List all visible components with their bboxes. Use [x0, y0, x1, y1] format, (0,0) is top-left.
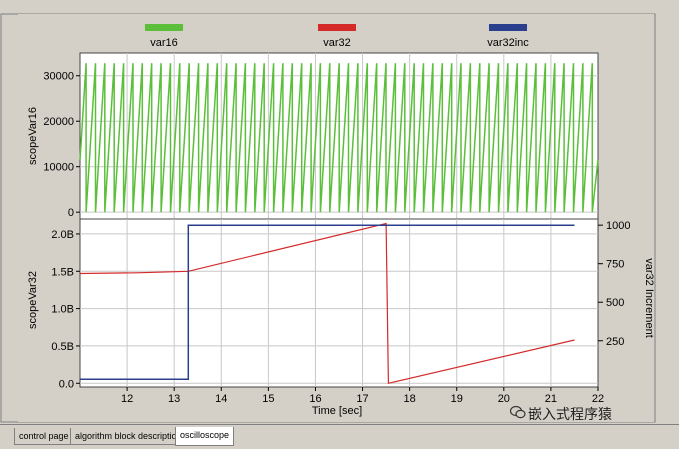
legend-label-var16: var16 [150, 37, 178, 49]
bottom-series [79, 222, 575, 385]
bottom-plot-area [79, 218, 599, 388]
tab-control-page[interactable]: control page [14, 428, 74, 445]
top-y-tick-label: 30000 [43, 71, 74, 83]
right-y-tick-label: 250 [606, 336, 624, 348]
x-tick-label: 21 [545, 393, 557, 405]
x-tick-label: 16 [309, 393, 321, 405]
top-y-axis-label: scopeVar16 [27, 107, 39, 165]
left-y-tick-label: 1.0B [51, 304, 74, 316]
bottom-y-ticks-right: 250 500 750 1000 [598, 220, 630, 348]
x-tick-label: 19 [451, 393, 463, 405]
top-series [79, 63, 599, 213]
x-tick-label: 20 [498, 393, 510, 405]
watermark-text: 嵌入式程序猿 [528, 407, 612, 423]
left-y-tick-label: 0.5B [51, 341, 74, 353]
top-y-tick-label: 0 [68, 207, 74, 219]
x-tick-label: 22 [592, 393, 604, 405]
oscilloscope-chart: var16 var32 var32inc 0 10000 20000 30000 scop… [0, 13, 656, 423]
legend-label-var32inc: var32inc [487, 37, 529, 49]
legend: var16 var32 var32inc [145, 24, 529, 49]
x-axis-label: Time [sec] [312, 405, 362, 417]
right-y-tick-label: 1000 [606, 220, 630, 232]
legend-swatch-var32 [318, 24, 356, 31]
legend-swatch-var32inc [489, 24, 527, 31]
top-y-ticks: 0 10000 20000 30000 [43, 71, 80, 219]
x-tick-label: 13 [168, 393, 180, 405]
right-y-tick-label: 500 [606, 297, 624, 309]
series-var16-line [79, 63, 599, 213]
top-y-tick-label: 20000 [43, 116, 74, 128]
x-tick-label: 18 [404, 393, 416, 405]
x-tick-label: 12 [121, 393, 133, 405]
left-y-tick-label: 1.5B [51, 266, 74, 278]
series-var32-line [79, 222, 575, 385]
wechat-icon [509, 405, 526, 419]
left-y-tick-label: 2.0B [51, 229, 74, 241]
bottom-grid [80, 219, 598, 387]
x-tick-label: 17 [356, 393, 368, 405]
legend-label-var32: var32 [323, 37, 351, 49]
bottom-x-ticks: 12 13 14 15 16 17 18 19 20 21 22 [121, 387, 604, 405]
legend-swatch-var16 [145, 24, 183, 31]
tab-oscilloscope[interactable]: oscilloscope [175, 427, 235, 446]
x-tick-label: 15 [262, 393, 274, 405]
x-tick-label: 14 [215, 393, 227, 405]
top-y-tick-label: 10000 [43, 162, 74, 174]
tab-algorithm-block-description[interactable]: algorithm block description [70, 428, 187, 445]
series-var32inc-line [80, 224, 575, 381]
bottom-y-ticks-left: 0.0 0.5B 1.0B 1.5B 2.0B [51, 229, 80, 390]
bottom-y-axis-label-right: var32 Increment [643, 258, 655, 337]
right-y-tick-label: 750 [606, 259, 624, 271]
bottom-y-axis-label-left: scopeVar32 [27, 271, 39, 329]
left-y-tick-label: 0.0 [59, 378, 74, 390]
tab-bar: control page algorithm block description… [0, 424, 679, 449]
